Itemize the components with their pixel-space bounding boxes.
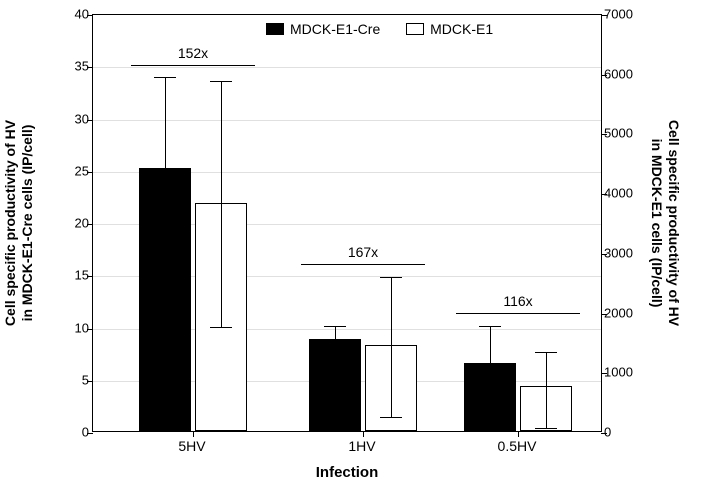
errorbar-cap [479, 326, 501, 327]
y-right-tick-label: 7000 [604, 7, 654, 22]
y-left-tick-label: 35 [39, 59, 89, 74]
errorbar-upper [165, 77, 166, 170]
x-tick-mark [193, 431, 194, 437]
y-left-tick-label: 40 [39, 7, 89, 22]
bar-black [464, 363, 516, 431]
annotation-line [301, 264, 425, 265]
y-right-tick-label: 4000 [604, 186, 654, 201]
errorbar-upper [391, 277, 392, 347]
bar-black [139, 168, 191, 431]
gridline [93, 120, 601, 121]
gridline [93, 67, 601, 68]
annotation-line [456, 313, 580, 314]
errorbar-cap [535, 352, 557, 353]
errorbar-lower [391, 347, 392, 417]
x-category-label: 5HV [178, 438, 205, 454]
y-left-tick-label: 0 [39, 425, 89, 440]
x-category-label: 0.5HV [498, 438, 537, 454]
errorbar-lower [546, 388, 547, 429]
annotation-line [131, 65, 255, 66]
y-right-tick-label: 6000 [604, 66, 654, 81]
y-right-tick-label: 0 [604, 425, 654, 440]
errorbar-upper [221, 81, 222, 205]
errorbar-upper [546, 352, 547, 388]
annotation-text: 116x [503, 293, 532, 309]
y-left-tick-label: 15 [39, 268, 89, 283]
annotation-text: 167x [348, 244, 378, 260]
plot-area: 152x 167x 116x [92, 14, 602, 432]
y-right-tick-label: 1000 [604, 365, 654, 380]
y-right-tick-label: 3000 [604, 245, 654, 260]
errorbar-upper [490, 326, 491, 365]
y-right-tick-label: 5000 [604, 126, 654, 141]
x-tick-mark [363, 431, 364, 437]
y-left-tick-label: 25 [39, 163, 89, 178]
errorbar-lower [221, 205, 222, 327]
errorbar-cap [324, 326, 346, 327]
errorbar-cap [210, 81, 232, 82]
y-left-tick-label: 30 [39, 111, 89, 126]
y-left-tick-label: 10 [39, 320, 89, 335]
y-left-title-line1: Cell specific productivity of HV [2, 120, 18, 326]
annotation-text: 152x [178, 45, 208, 61]
y-left-title-line2: in MDCK-E1-Cre cells (IP/cell) [19, 125, 35, 322]
y-right-tick-label: 2000 [604, 305, 654, 320]
errorbar-cap [380, 277, 402, 278]
errorbar-cap [535, 428, 557, 429]
y-right-title-line2: in MDCK-E1 cells (IP/cell) [649, 139, 665, 308]
errorbar-cap [210, 327, 232, 328]
y-left-axis-title: Cell specific productivity of HV in MDCK… [2, 14, 40, 432]
x-category-label: 1HV [348, 438, 375, 454]
bar-black [309, 339, 361, 431]
y-left-tick-label: 5 [39, 372, 89, 387]
errorbar-cap [154, 77, 176, 78]
y-left-tick-label: 20 [39, 216, 89, 231]
x-tick-mark [518, 431, 519, 437]
errorbar-upper [335, 326, 336, 341]
errorbar-cap [380, 417, 402, 418]
x-axis-title: Infection [92, 464, 602, 481]
y-right-title-line1: Cell specific productivity of HV [666, 120, 682, 326]
